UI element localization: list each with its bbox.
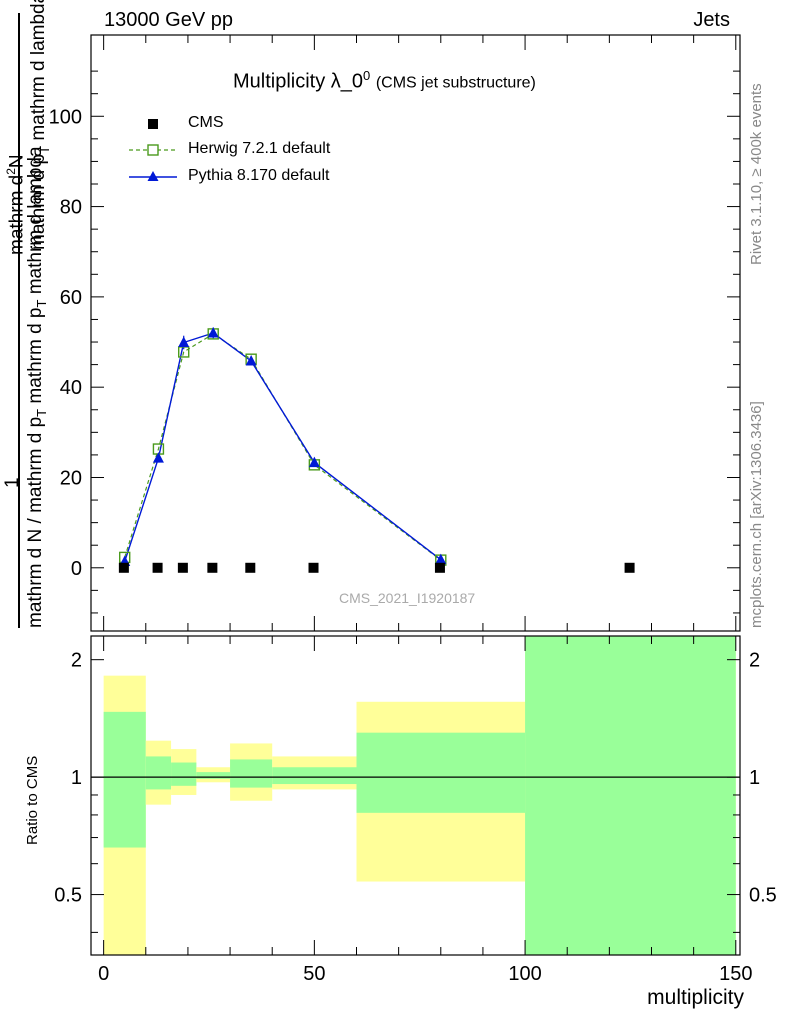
process-label: Jets [693, 9, 730, 31]
legend-marker-cms [148, 119, 158, 129]
pythia-line [124, 332, 442, 562]
analysis-watermark: CMS_2021_I1920187 [339, 590, 476, 606]
legend-label-cms: CMS [188, 114, 224, 131]
ratio-ytick-label-left-0: 0.5 [54, 885, 82, 907]
ratio-band-green-5 [272, 767, 357, 785]
plot-title: Multiplicity λ_00 (CMS jet substructure) [233, 68, 536, 93]
xtick-label-0: 0 [98, 963, 109, 985]
pythia-marker-4 [245, 354, 257, 366]
legend-label-herwig: Herwig 7.2.1 default [188, 140, 331, 157]
pythia-marker-5 [308, 456, 320, 468]
ratio-ytick-label-right-1: 1 [749, 767, 760, 789]
ytick-label-5: 100 [49, 106, 82, 128]
cms-marker-7 [624, 562, 635, 573]
pythia-marker-2 [178, 336, 190, 347]
main-frame [90, 34, 741, 632]
xtick-label-1: 50 [303, 963, 325, 985]
main-plot [118, 327, 635, 573]
ytick-label-3: 60 [60, 287, 82, 309]
ytick-label-0: 0 [71, 558, 82, 580]
legend [129, 119, 177, 181]
cms-marker-2 [177, 562, 188, 573]
ratio-bands [91, 636, 740, 955]
cms-marker-6 [434, 562, 445, 573]
pythia-marker-6 [435, 553, 447, 565]
ratio-frame [90, 635, 741, 956]
ratio-band-green-7 [525, 636, 736, 955]
pythia-marker-1 [152, 452, 164, 463]
ratio-ytick-label-right-0: 0.5 [749, 885, 777, 907]
legend-marker-pythia [147, 171, 159, 181]
ratio-ytick-label-left-1: 1 [71, 767, 82, 789]
ytick-label-4: 80 [60, 197, 82, 219]
ratio-band-green-4 [230, 759, 273, 788]
cms-marker-4 [245, 562, 256, 573]
cms-marker-1 [152, 562, 163, 573]
ytick-label-1: 20 [60, 467, 82, 489]
ratio-ytick-label-left-2: 2 [71, 650, 82, 672]
xtick-label-2: 100 [508, 963, 541, 985]
cms-marker-5 [308, 562, 319, 573]
xtick-label-3: 150 [719, 963, 752, 985]
collision-energy-label: 13000 GeV pp [104, 9, 233, 31]
cms-marker-0 [118, 562, 129, 573]
legend-marker-herwig [147, 144, 159, 156]
ratio-band-green-3 [196, 772, 231, 779]
cms-marker-3 [207, 562, 218, 573]
herwig-line [124, 333, 442, 561]
ratio-band-green-1 [145, 756, 172, 790]
ytick-label-2: 40 [60, 377, 82, 399]
pythia-marker-3 [207, 327, 219, 338]
ratio-ytick-label-right-2: 2 [749, 650, 760, 672]
xlabel: multiplicity [647, 986, 744, 1009]
ratio-band-green-2 [171, 762, 197, 786]
legend-label-pythia: Pythia 8.170 default [188, 167, 330, 184]
ratio-band-green-0 [103, 711, 146, 848]
ratio-band-green-6 [356, 732, 526, 813]
